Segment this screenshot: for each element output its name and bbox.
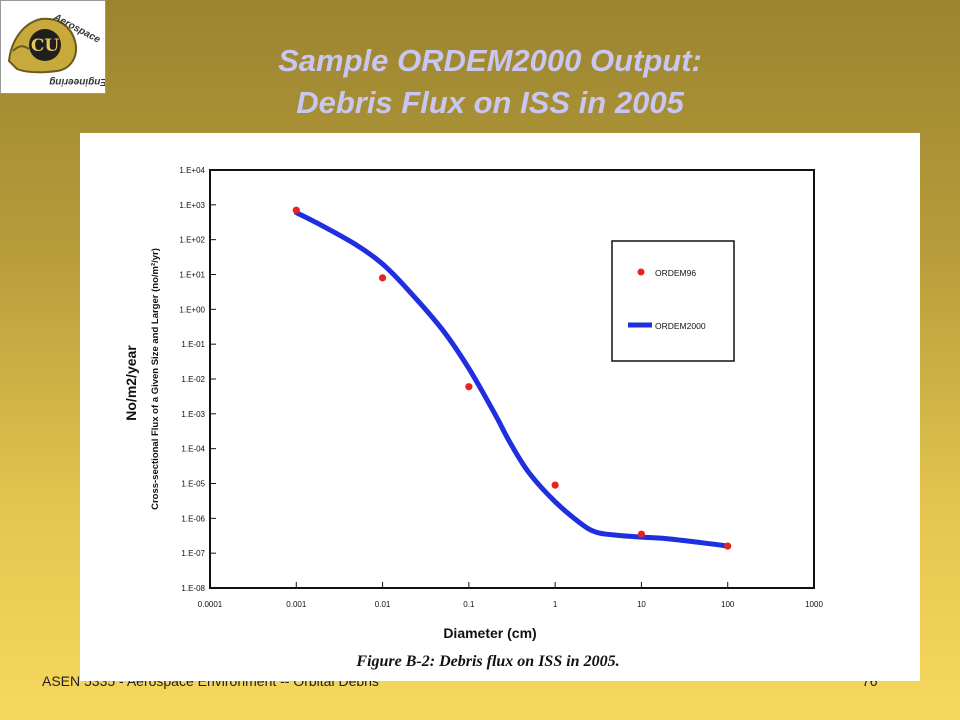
svg-text:CU: CU bbox=[31, 36, 60, 56]
ordem96-data-point bbox=[465, 383, 473, 391]
ordem96-data-point bbox=[378, 274, 387, 282]
y-tick-label: 1.E+01 bbox=[179, 271, 205, 280]
y-tick-label: 1.E+03 bbox=[179, 201, 205, 210]
y-axis-title: Cross-sectional Flux of a Given Size and… bbox=[150, 248, 161, 510]
slide-title-line-2: Debris Flux on ISS in 2005 bbox=[296, 85, 684, 120]
y-axis-overlay-label: No/m2/year bbox=[123, 345, 139, 421]
ordem2000-series-line bbox=[293, 210, 731, 549]
y-tick-label: 1.E-02 bbox=[181, 375, 205, 384]
legend: ORDEM96 ORDEM2000 bbox=[611, 240, 735, 362]
y-tick-label: 1.E+02 bbox=[179, 236, 205, 245]
y-tick-label: 1.E-06 bbox=[181, 514, 205, 523]
ordem96-data-point bbox=[724, 542, 732, 550]
slide-title-line-1: Sample ORDEM2000 Output: bbox=[278, 43, 702, 78]
legend-label-ordem2000: ORDEM2000 bbox=[655, 321, 706, 331]
y-tick-label: 1.E+00 bbox=[179, 305, 205, 314]
logo: CU Aerospace Engineering bbox=[0, 0, 107, 94]
ordem96-data-point bbox=[292, 206, 300, 214]
y-tick-label: 1.E-04 bbox=[181, 445, 205, 454]
legend-marker-ordem96 bbox=[637, 268, 645, 276]
y-tick-label: 1.E-01 bbox=[181, 340, 205, 349]
cu-aerospace-logo-icon: CU Aerospace Engineering bbox=[7, 11, 107, 87]
legend-label-ordem96: ORDEM96 bbox=[655, 268, 696, 278]
x-tick-label: 0.1 bbox=[463, 600, 475, 609]
ordem96-data-point bbox=[551, 481, 559, 489]
y-tick-label: 1.E-05 bbox=[181, 480, 205, 489]
figure-caption: Figure B-2: Debris flux on ISS in 2005. bbox=[355, 653, 619, 670]
y-tick-label: 1.E-03 bbox=[181, 410, 205, 419]
y-tick-label: 1.E-08 bbox=[181, 584, 205, 593]
x-tick-label: 1000 bbox=[805, 600, 823, 609]
slide-title: Sample ORDEM2000 Output: Debris Flux on … bbox=[130, 40, 850, 124]
x-tick-label: 0.0001 bbox=[198, 600, 223, 609]
x-tick-label: 0.001 bbox=[286, 600, 307, 609]
debris-flux-chart: 1.E+04 1.E+03 1.E+02 1.E+01 1.E+00 1.E-01 1.E-… bbox=[123, 166, 823, 670]
figure-panel: 1.E+04 1.E+03 1.E+02 1.E+01 1.E+00 1.E-01 1.E-… bbox=[80, 133, 920, 681]
legend-box bbox=[611, 240, 735, 362]
x-tick-label: 1 bbox=[553, 600, 558, 609]
svg-text:Engineering: Engineering bbox=[49, 76, 105, 87]
x-tick-label: 0.01 bbox=[375, 600, 391, 609]
plot-area bbox=[209, 169, 815, 589]
y-tick-label: 1.E-07 bbox=[181, 549, 205, 558]
x-tick-label: 100 bbox=[721, 600, 735, 609]
x-axis-title: Diameter (cm) bbox=[443, 625, 536, 641]
x-tick-label: 10 bbox=[637, 600, 646, 609]
y-tick-label: 1.E+04 bbox=[179, 166, 205, 175]
ordem96-data-point bbox=[637, 530, 646, 538]
